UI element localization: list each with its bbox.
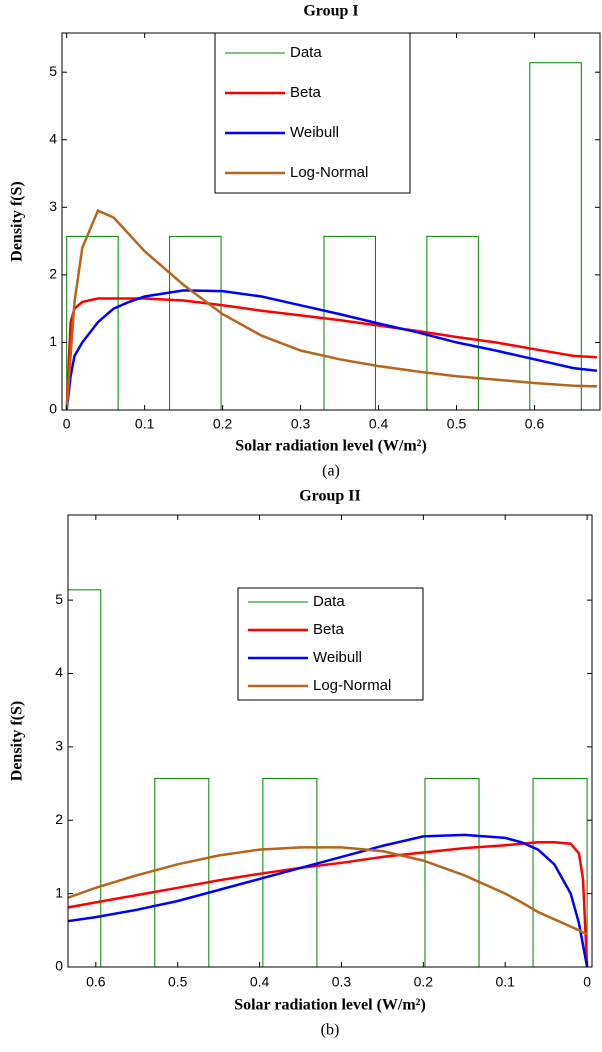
x-tick-label: 0 — [583, 974, 591, 990]
y-tick-label: 0 — [49, 401, 57, 417]
legend-box — [237, 587, 424, 701]
histogram-bar — [169, 235, 222, 410]
curve — [68, 833, 589, 967]
histogram-bar — [426, 235, 479, 410]
legend-label: Data — [313, 593, 345, 610]
curve — [68, 841, 589, 967]
y-tick-label: 3 — [49, 198, 57, 214]
histogram-bar — [68, 589, 102, 967]
histogram-bar — [154, 777, 210, 967]
y-axis-label: Density f(S) — [9, 181, 26, 261]
x-axis-label: Solar radiation level (W/m²) — [235, 438, 427, 455]
y-tick-label: 0 — [55, 958, 63, 974]
y-tick-label: 2 — [55, 811, 63, 827]
y-tick-label: 4 — [49, 130, 57, 146]
legend-label: Log-Normal — [290, 164, 368, 181]
y-axis-label: Density f(S) — [9, 701, 26, 781]
plot-area — [65, 62, 598, 410]
x-tick-label: 0.2 — [213, 416, 233, 432]
subplot: Group I Solar radiation level (W/m²) (a) De… — [9, 3, 601, 480]
curve — [65, 209, 597, 410]
y-tick-label: 5 — [49, 63, 57, 79]
histogram-bar — [66, 235, 119, 410]
legend: Data Beta Weibull Log-Normal — [237, 587, 424, 701]
x-tick-label: 0.1 — [495, 974, 515, 990]
x-tick-label: 0.5 — [447, 416, 467, 432]
y-tick-label: 4 — [55, 664, 63, 680]
curve — [65, 297, 597, 410]
legend-label: Weibull — [313, 649, 362, 666]
x-tick-label: 0.2 — [414, 974, 434, 990]
x-tick-label: 0.4 — [369, 416, 389, 432]
x-tick-label: 0 — [63, 416, 71, 432]
x-tick-label: 0.4 — [250, 974, 270, 990]
x-tick-label: 0.1 — [135, 416, 155, 432]
chart-title: Group II — [299, 488, 361, 505]
x-tick-label: 0.3 — [332, 974, 352, 990]
x-tick-label: 0.6 — [86, 974, 106, 990]
legend-label: Data — [290, 44, 322, 61]
y-tick-label: 1 — [55, 884, 63, 900]
curve — [68, 846, 588, 936]
legend-label: Log-Normal — [313, 677, 391, 694]
legend-label: Beta — [290, 84, 322, 101]
legend-box — [214, 32, 411, 194]
legend-label: Beta — [313, 621, 345, 638]
y-tick-label: 3 — [55, 738, 63, 754]
y-tick-label: 2 — [49, 266, 57, 282]
x-tick-label: 0.6 — [525, 416, 545, 432]
axes-box — [67, 514, 593, 968]
caption: (a) — [322, 463, 340, 480]
curve — [65, 289, 598, 410]
x-tick-label: 0.3 — [291, 416, 311, 432]
y-tick-label: 5 — [55, 591, 63, 607]
caption: (b) — [321, 1022, 340, 1039]
legend: Data Beta Weibull Log-Normal — [214, 32, 411, 194]
histogram-bar — [529, 62, 582, 410]
chart-title: Group I — [303, 3, 358, 20]
subplot: Group II Solar radiation level (W/m²) (b) D… — [9, 488, 593, 1039]
x-tick-label: 0.5 — [168, 974, 188, 990]
histogram-bar — [424, 777, 480, 967]
y-tick-label: 1 — [49, 333, 57, 349]
x-axis-label: Solar radiation level (W/m²) — [234, 997, 426, 1014]
legend-label: Weibull — [290, 124, 339, 141]
